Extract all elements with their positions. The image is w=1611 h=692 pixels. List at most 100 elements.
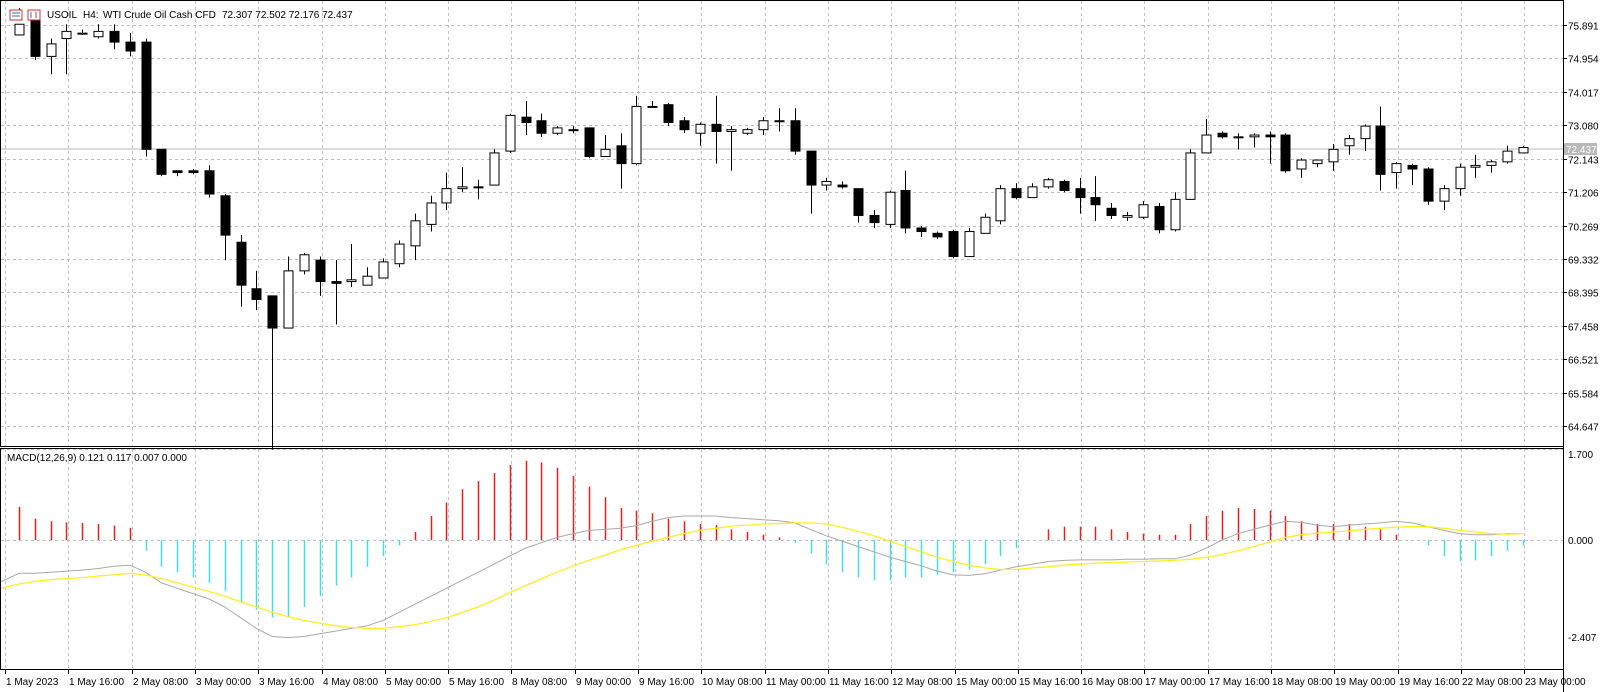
candle	[30, 20, 41, 60]
candle	[1486, 160, 1497, 173]
price-axis-label: 67.458	[1568, 323, 1599, 334]
candle	[1470, 154, 1481, 178]
chart-icon	[9, 9, 41, 21]
candle-body	[1360, 125, 1371, 140]
candle-body	[631, 105, 642, 165]
candle	[141, 38, 152, 157]
macd-signal-line	[0, 522, 1523, 630]
time-axis-label: 17 May 16:00	[1209, 677, 1270, 688]
candle	[1217, 131, 1228, 139]
candle	[790, 108, 801, 155]
candle-body	[600, 148, 611, 157]
candle-body	[410, 220, 421, 247]
candle-body	[806, 150, 817, 186]
candle	[1391, 161, 1402, 189]
time-axis-label: 8 May 08:00	[512, 677, 567, 688]
candle	[552, 126, 563, 136]
candle-body	[711, 123, 722, 132]
time-axis-label: 1 May 2023	[6, 677, 59, 688]
macd-histogram-series	[18, 460, 1525, 618]
candle	[473, 179, 484, 200]
candle-body	[980, 216, 991, 234]
candle-body	[1122, 214, 1133, 218]
candle	[1455, 163, 1466, 196]
macd-indicator-label: MACD(12,26,9) 0.121 0.117 0.007 0.000	[7, 453, 187, 464]
candle-body	[1011, 188, 1022, 199]
time-axis-label: 15 May 16:00	[1019, 677, 1080, 688]
candle	[1265, 131, 1276, 164]
candle	[346, 244, 357, 287]
candle-body	[1233, 136, 1244, 139]
candle-body	[156, 148, 167, 175]
candle-body	[93, 30, 104, 38]
candle	[1138, 201, 1149, 220]
time-axis-label: 18 May 08:00	[1272, 677, 1333, 688]
candle-body	[1090, 197, 1101, 206]
candle-body	[331, 281, 342, 284]
candle	[821, 177, 832, 191]
candle-body	[948, 231, 959, 258]
candle-body	[426, 202, 437, 225]
time-axis-label: 2 May 08:00	[133, 677, 188, 688]
time-axis-label: 4 May 08:00	[323, 677, 378, 688]
candle	[1312, 159, 1323, 168]
candle	[600, 135, 611, 157]
price-axis-label: 65.584	[1568, 390, 1599, 401]
candle-body	[900, 189, 911, 229]
candle-body	[441, 188, 452, 204]
candle-body	[536, 120, 547, 134]
price-axis-label: 68.395	[1568, 289, 1599, 300]
time-axis-label: 22 May 08:00	[1462, 677, 1523, 688]
candle	[331, 260, 342, 325]
candle	[426, 195, 437, 232]
candle	[647, 101, 658, 108]
candle	[109, 24, 120, 50]
candle	[362, 267, 373, 286]
candle-body	[251, 288, 262, 300]
candle	[837, 181, 848, 189]
candle-body	[188, 170, 199, 174]
candle	[1106, 202, 1117, 220]
time-axis-label: 9 May 00:00	[576, 677, 631, 688]
candle-body	[521, 116, 532, 124]
candle-body	[1455, 166, 1466, 190]
candle-body	[1344, 138, 1355, 147]
price-axis-label: 74.017	[1568, 89, 1599, 100]
candle-body	[821, 181, 832, 186]
candle-body	[616, 145, 627, 165]
ohlc-values: 72.307 72.502 72.176 72.437	[222, 10, 353, 21]
time-axis-label: 19 May 16:00	[1399, 677, 1460, 688]
candle	[980, 213, 991, 234]
candle-body	[1280, 134, 1291, 172]
time-axis-label: 3 May 16:00	[259, 677, 314, 688]
candle-body	[46, 43, 57, 57]
candle-body	[853, 188, 864, 216]
candle-body	[236, 241, 247, 286]
candle-body	[964, 231, 975, 258]
symbol-label: USOIL	[47, 10, 77, 21]
candle	[1170, 192, 1181, 232]
candle	[1201, 118, 1212, 154]
candle-body	[346, 279, 357, 283]
candle	[1027, 183, 1038, 199]
candle	[726, 126, 737, 171]
time-axis-label: 11 May 00:00	[766, 677, 826, 688]
candle-body	[283, 270, 294, 329]
candle-body	[679, 120, 690, 131]
candle	[283, 256, 294, 329]
candle	[172, 170, 183, 177]
candle-body	[1375, 125, 1386, 175]
candle-body	[916, 227, 927, 233]
candle	[1407, 163, 1418, 186]
candle-body	[489, 152, 500, 186]
candle-body	[1201, 134, 1212, 154]
candle	[204, 165, 215, 198]
candle	[631, 95, 642, 166]
candle-body	[1423, 168, 1434, 202]
time-axis-label: 10 May 08:00	[702, 677, 763, 688]
candle	[885, 190, 896, 228]
candle	[869, 210, 880, 228]
price-axis-label: 72.143	[1568, 156, 1599, 167]
macd-pane-border	[0, 448, 1564, 670]
